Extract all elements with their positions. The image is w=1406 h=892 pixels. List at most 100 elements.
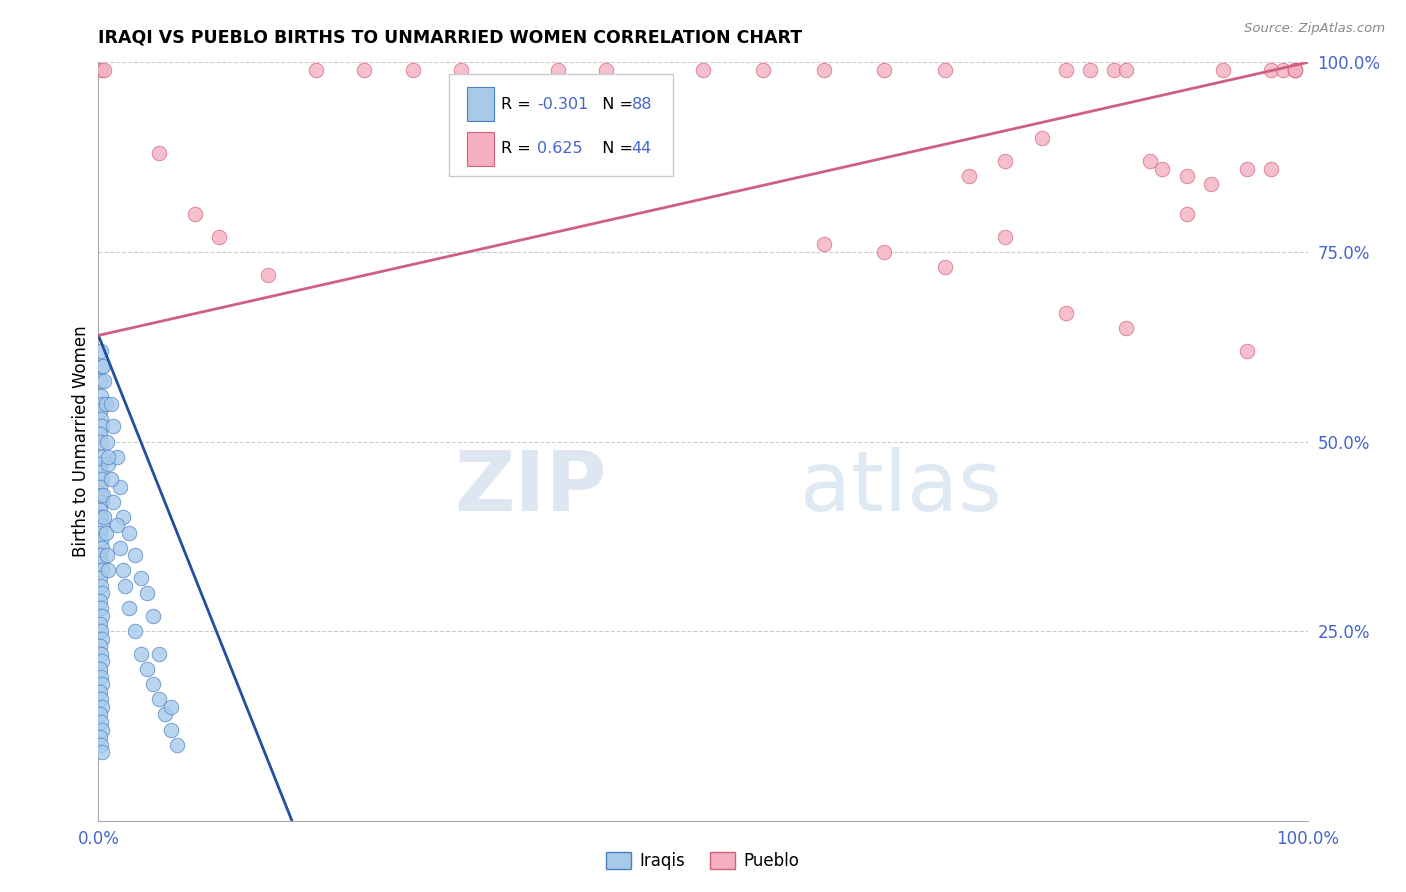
Point bbox=[813, 237, 835, 252]
Point bbox=[91, 495, 114, 509]
Point bbox=[148, 146, 170, 161]
Point bbox=[1272, 62, 1295, 77]
Point bbox=[1284, 62, 1306, 77]
Point bbox=[208, 229, 231, 244]
Point bbox=[1152, 161, 1174, 176]
Point bbox=[114, 579, 136, 593]
Point bbox=[118, 525, 141, 540]
Point bbox=[813, 62, 835, 77]
Point bbox=[153, 707, 176, 722]
Point bbox=[89, 480, 111, 494]
Point bbox=[90, 601, 112, 615]
Point bbox=[111, 510, 134, 524]
Point bbox=[752, 62, 775, 77]
Point bbox=[1260, 62, 1282, 77]
Point bbox=[91, 677, 114, 691]
Point bbox=[142, 608, 165, 623]
Point bbox=[108, 480, 131, 494]
Text: ZIP: ZIP bbox=[454, 447, 606, 527]
Text: R =: R = bbox=[501, 141, 541, 156]
Point bbox=[91, 396, 114, 410]
Point bbox=[91, 746, 114, 760]
Text: Source: ZipAtlas.com: Source: ZipAtlas.com bbox=[1244, 22, 1385, 36]
Point bbox=[1236, 343, 1258, 358]
Point bbox=[91, 699, 114, 714]
Point bbox=[1284, 62, 1306, 77]
Point bbox=[1212, 62, 1234, 77]
Point bbox=[105, 450, 128, 464]
Text: -0.301: -0.301 bbox=[537, 96, 589, 112]
Point bbox=[148, 647, 170, 661]
FancyBboxPatch shape bbox=[467, 132, 494, 166]
Point bbox=[97, 450, 120, 464]
Point bbox=[90, 692, 112, 706]
Point bbox=[1031, 131, 1053, 145]
Point bbox=[1175, 207, 1198, 221]
Point bbox=[129, 571, 152, 585]
Point bbox=[91, 487, 114, 501]
Point bbox=[93, 62, 115, 77]
Point bbox=[91, 586, 114, 600]
Point bbox=[1078, 62, 1101, 77]
Point bbox=[1284, 62, 1306, 77]
Point bbox=[124, 548, 146, 563]
Point bbox=[90, 487, 112, 501]
Point bbox=[108, 541, 131, 555]
Point bbox=[90, 465, 112, 479]
Point bbox=[90, 343, 112, 358]
Point bbox=[692, 62, 714, 77]
Point bbox=[89, 730, 111, 744]
Point bbox=[97, 458, 120, 472]
Text: atlas: atlas bbox=[800, 447, 1001, 527]
Point bbox=[148, 692, 170, 706]
Point bbox=[89, 639, 111, 653]
Point bbox=[160, 699, 183, 714]
Point bbox=[89, 525, 111, 540]
Point bbox=[94, 525, 117, 540]
Point bbox=[873, 244, 896, 259]
Point bbox=[89, 404, 111, 418]
Point bbox=[91, 541, 114, 555]
Point bbox=[89, 594, 111, 608]
Point bbox=[90, 669, 112, 683]
Point bbox=[1115, 62, 1137, 77]
Point bbox=[934, 260, 956, 275]
Point bbox=[100, 473, 122, 487]
Point bbox=[91, 517, 114, 532]
Point bbox=[101, 419, 124, 434]
Point bbox=[994, 229, 1017, 244]
Point bbox=[129, 647, 152, 661]
Point bbox=[1199, 177, 1222, 191]
Point bbox=[91, 450, 114, 464]
Point bbox=[91, 632, 114, 646]
Point bbox=[91, 359, 114, 373]
Point bbox=[1102, 62, 1125, 77]
Point bbox=[595, 62, 617, 77]
Text: 88: 88 bbox=[631, 96, 652, 112]
FancyBboxPatch shape bbox=[449, 74, 672, 177]
Point bbox=[91, 419, 114, 434]
Point bbox=[93, 510, 115, 524]
Point bbox=[90, 389, 112, 403]
Point bbox=[160, 723, 183, 737]
Point bbox=[90, 715, 112, 730]
Point bbox=[1175, 169, 1198, 184]
Point bbox=[89, 707, 111, 722]
Point bbox=[89, 548, 111, 563]
Point bbox=[184, 207, 207, 221]
Text: N =: N = bbox=[592, 96, 638, 112]
Point bbox=[89, 374, 111, 388]
Point bbox=[89, 503, 111, 517]
Point bbox=[305, 62, 328, 77]
Point bbox=[94, 396, 117, 410]
Point bbox=[90, 62, 112, 77]
Point bbox=[91, 608, 114, 623]
Point bbox=[994, 153, 1017, 168]
Point bbox=[93, 374, 115, 388]
Point bbox=[124, 624, 146, 639]
Text: 44: 44 bbox=[631, 141, 652, 156]
Point bbox=[91, 473, 114, 487]
Point bbox=[90, 579, 112, 593]
Legend: Iraqis, Pueblo: Iraqis, Pueblo bbox=[600, 845, 806, 877]
Point bbox=[111, 564, 134, 578]
